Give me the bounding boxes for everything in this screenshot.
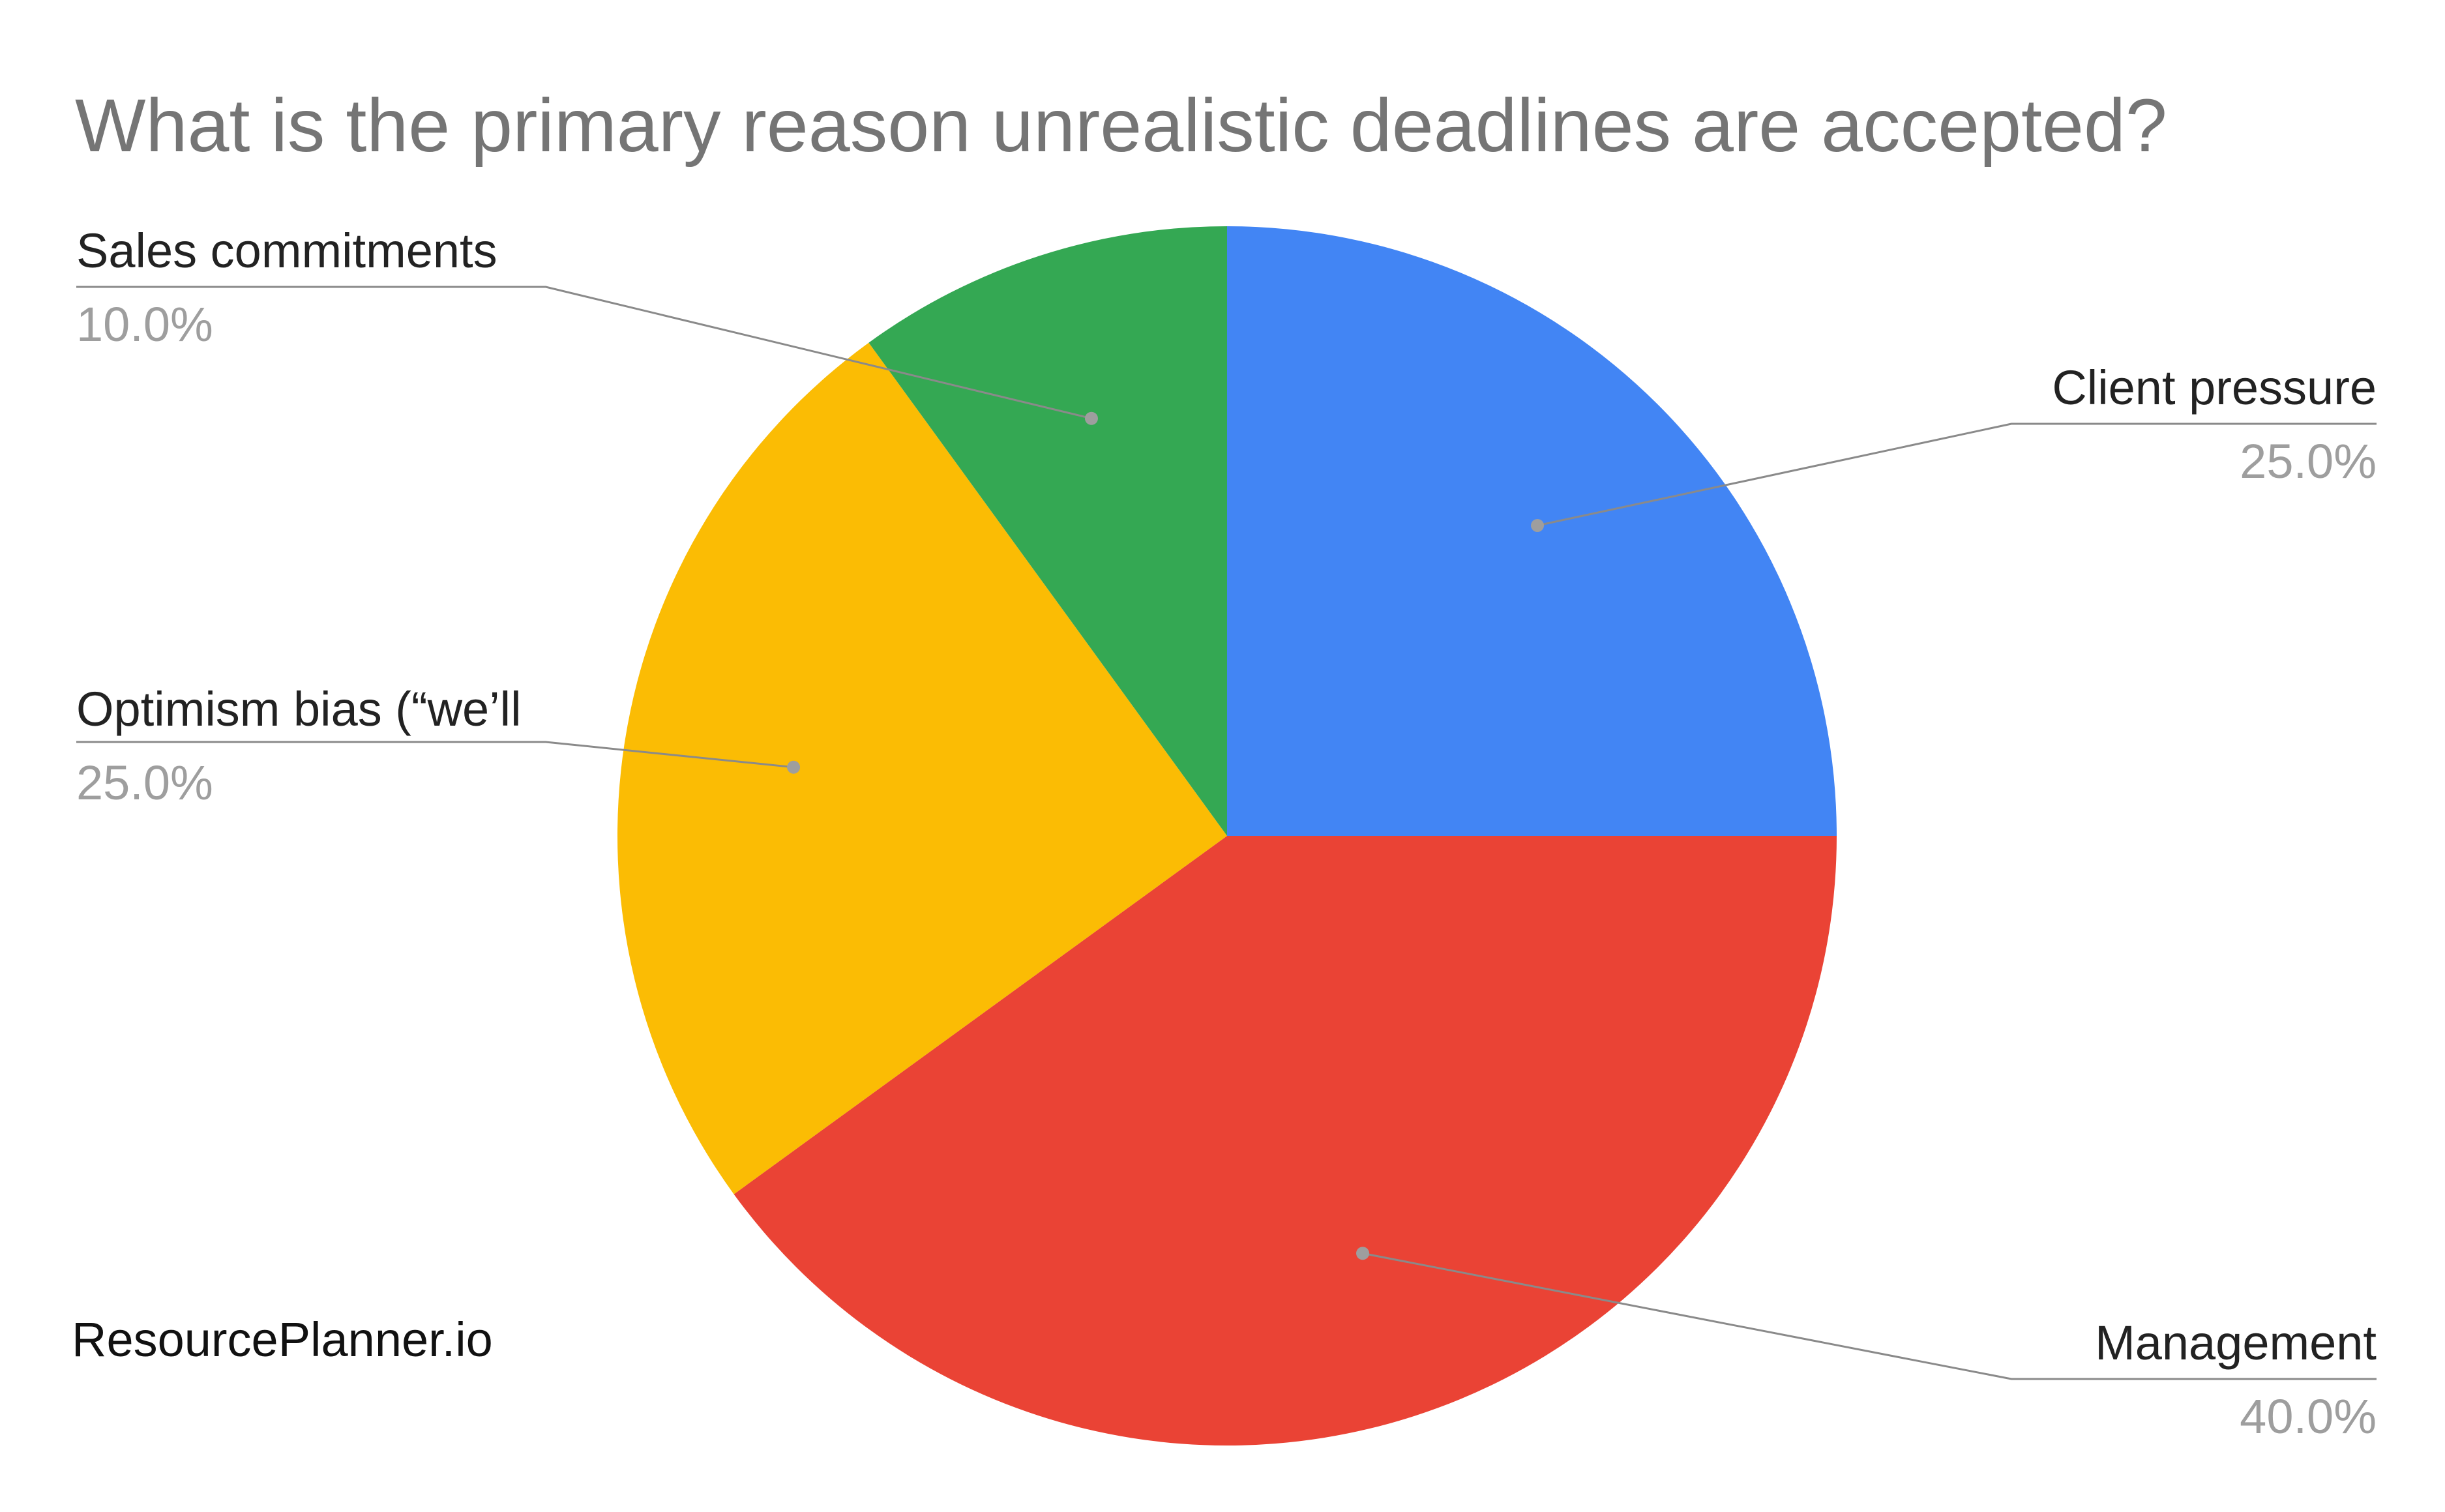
slice-value-1: 40.0% <box>2240 1389 2377 1444</box>
slice-label-1: Management <box>2095 1316 2377 1370</box>
pie-slice-2 <box>617 342 1227 1194</box>
slice-value-3: 10.0% <box>76 297 213 351</box>
pie-slice-3 <box>868 226 1227 836</box>
slice-value-2: 25.0% <box>76 756 213 810</box>
slice-value-0: 25.0% <box>2240 434 2377 488</box>
slice-label-2: Optimism bias (“we’ll <box>76 682 522 736</box>
leader-line-0 <box>1537 422 2377 527</box>
leader-dot-0 <box>1531 518 1545 532</box>
chart-title: What is the primary reason unrealistic d… <box>75 84 2167 168</box>
pie-slice-0 <box>1227 226 1837 836</box>
leader-dot-1 <box>1356 1247 1370 1260</box>
slice-label-3: Sales commitments <box>76 224 497 278</box>
pie-slice-1 <box>734 836 1837 1445</box>
leader-dot-3 <box>1084 411 1098 425</box>
leader-line-3 <box>76 286 1092 420</box>
slice-label-0: Client pressure <box>2052 361 2377 415</box>
watermark-text: ResourcePlanner.io <box>72 1312 493 1367</box>
leader-line-1 <box>1362 1252 2377 1380</box>
slice-labels: Client pressure 25.0% Management 40.0% Optim… <box>76 224 2377 1444</box>
leader-dot-2 <box>787 760 801 774</box>
leader-line-2 <box>76 741 794 769</box>
pie-slices <box>617 226 1837 1445</box>
